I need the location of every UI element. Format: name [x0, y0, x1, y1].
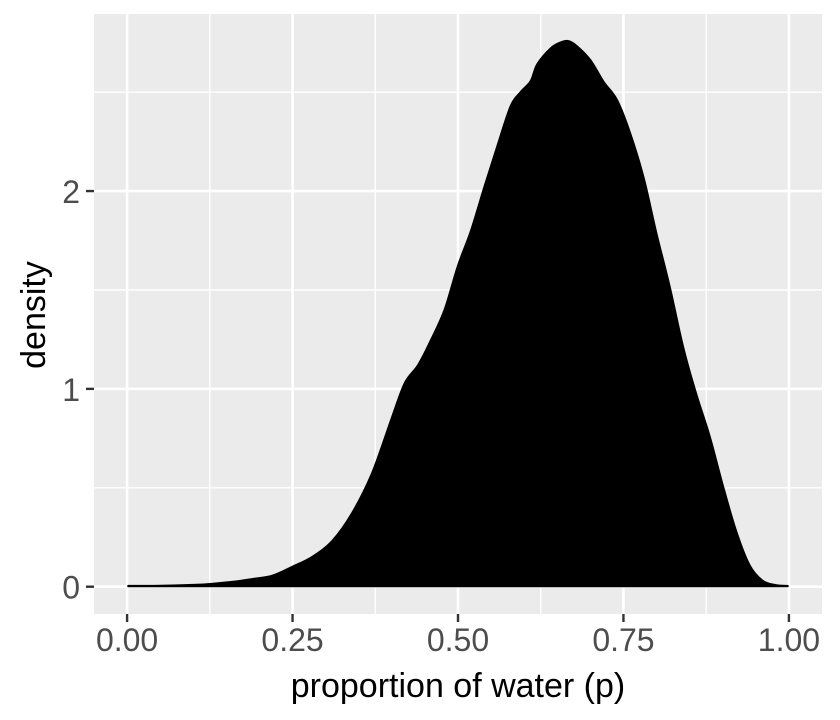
y-axis-title: density: [15, 261, 53, 369]
y-tick-label: 2: [62, 174, 80, 210]
y-tick-label: 0: [62, 570, 80, 606]
y-tick-label: 1: [62, 372, 80, 408]
x-tick-label: 0.50: [427, 622, 489, 658]
y-axis-ticks: [86, 189, 94, 588]
x-axis-ticks: [125, 614, 791, 622]
density-curve: [127, 39, 789, 588]
x-tick-label: 1.00: [758, 622, 820, 658]
x-tick-label: 0.75: [592, 622, 654, 658]
x-axis-title: proportion of water (p): [291, 667, 626, 705]
x-axis-tick-labels: 0.00 0.25 0.50 0.75 1.00: [96, 622, 820, 658]
x-tick-label: 0.25: [261, 622, 323, 658]
x-tick-label: 0.00: [96, 622, 158, 658]
y-axis-tick-labels: 0 1 2: [62, 174, 80, 606]
